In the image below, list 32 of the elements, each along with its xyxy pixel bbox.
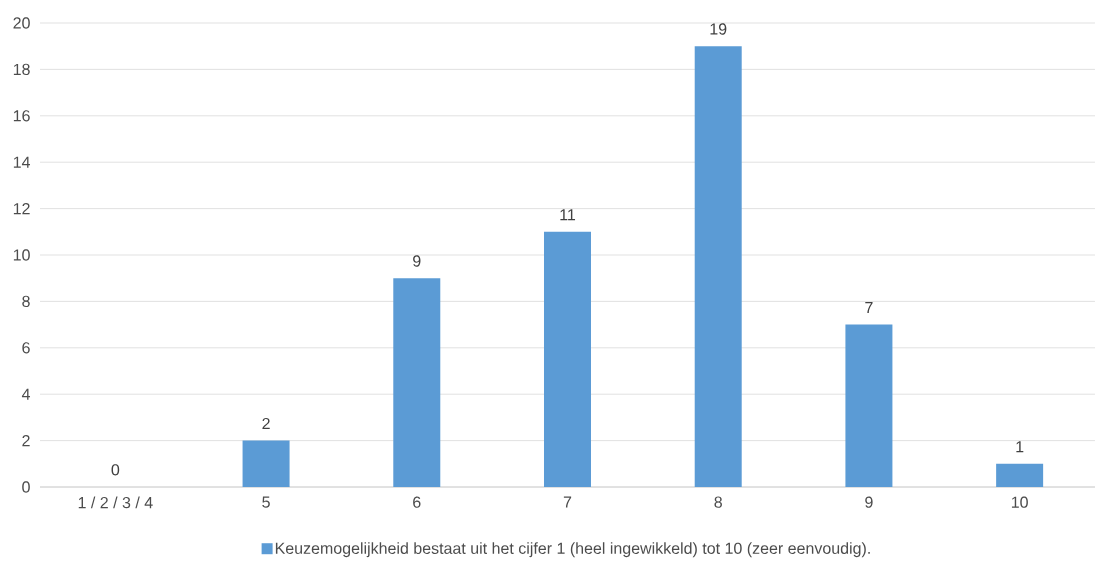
y-tick-label: 12 [13, 203, 30, 215]
x-tick-label: 8 [714, 496, 722, 508]
y-tick-label: 10 [13, 249, 30, 261]
legend-label: Keuzemogelijkheid bestaat uit het cijfer 1 (heel ingewikkeld) tot 10 (zeer eenvoudig). [275, 542, 870, 558]
data-label: 19 [710, 23, 727, 35]
data-label: 9 [413, 255, 421, 267]
x-tick-label: 9 [865, 496, 873, 508]
data-label: 0 [111, 464, 120, 476]
bar [393, 278, 441, 487]
data-label: 7 [865, 302, 873, 314]
data-label: 11 [560, 209, 576, 221]
y-tick-label: 18 [13, 63, 30, 76]
y-tick-label: 4 [21, 388, 31, 400]
x-tick-label: 5 [262, 496, 270, 508]
data-label: 2 [262, 417, 270, 430]
x-tick-label: 1 / 2 / 3 / 4 [78, 496, 153, 509]
data-label: 1 [1016, 441, 1024, 453]
y-tick-label: 20 [13, 17, 30, 29]
y-tick-label: 14 [13, 156, 30, 168]
y-tick-label: 0 [22, 481, 30, 493]
bar [694, 46, 742, 487]
bar [996, 463, 1044, 487]
y-tick-label: 6 [22, 342, 30, 354]
bar [543, 231, 591, 487]
x-tick-label: 10 [1011, 496, 1028, 508]
bar [242, 440, 290, 487]
y-tick-label: 2 [22, 435, 30, 447]
bar [845, 324, 893, 487]
y-tick-label: 8 [22, 295, 30, 308]
x-tick-label: 6 [413, 496, 421, 508]
y-tick-label: 16 [13, 110, 30, 122]
x-tick-label: 7 [563, 496, 572, 508]
